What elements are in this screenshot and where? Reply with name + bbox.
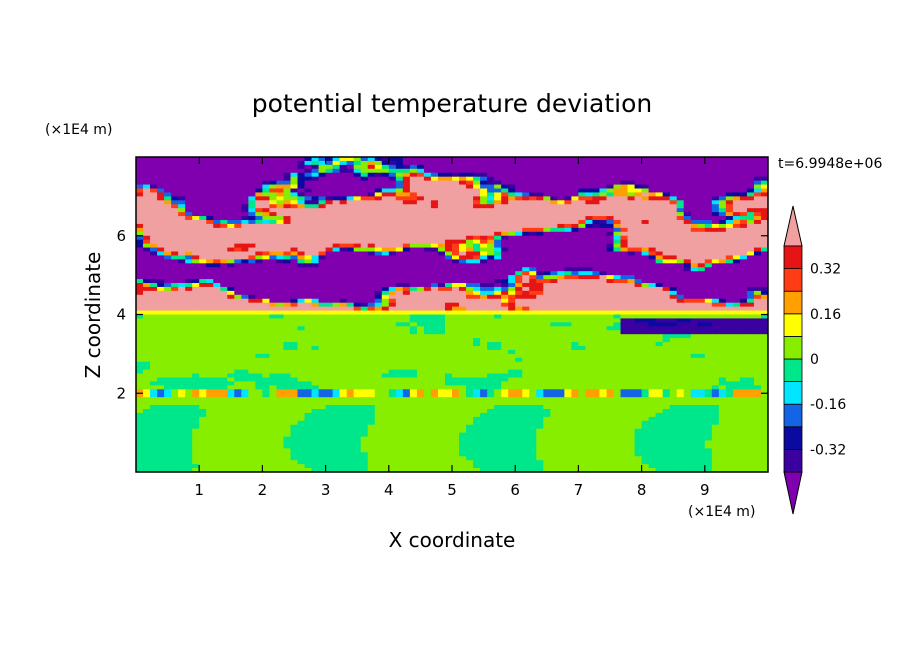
y-axis-label: Z coordinate: [81, 252, 105, 379]
colorbar-segment: [783, 313, 803, 337]
colorbar-tick-label: -0.16: [810, 397, 846, 413]
colorbar-segment: [783, 290, 803, 315]
y-axis-unit: (×1E4 m): [45, 122, 112, 138]
chart-title: potential temperature deviation: [252, 89, 652, 118]
x-tick-label: 5: [447, 481, 457, 499]
colorbar-tick-label: 0.16: [810, 307, 841, 323]
x-tick-label: 1: [194, 481, 204, 499]
x-axis-label: X coordinate: [389, 528, 516, 552]
colorbar-tick-label: 0: [810, 352, 819, 368]
colorbar-tick-label: 0.32: [810, 262, 841, 278]
x-tick-label: 4: [384, 481, 394, 499]
colorbar-segment: [783, 448, 803, 473]
contour-field: [136, 157, 768, 472]
colorbar-segment: [783, 268, 803, 292]
y-tick-label: 2: [116, 384, 126, 402]
x-tick-label: 7: [574, 481, 584, 499]
x-tick-label: 8: [637, 481, 647, 499]
y-tick-label: 6: [116, 227, 126, 245]
colorbar-segment: [783, 381, 803, 405]
colorbar-segment: [783, 426, 803, 450]
x-tick-label: 6: [510, 481, 520, 499]
colorbar-segment: [783, 245, 803, 270]
x-tick-label: 2: [258, 481, 268, 499]
x-axis-unit: (×1E4 m): [688, 504, 755, 520]
x-tick-label: 3: [321, 481, 331, 499]
time-label: t=6.9948e+06: [778, 156, 882, 172]
colorbar-tick-label: -0.32: [810, 442, 846, 458]
y-tick-label: 4: [116, 306, 126, 324]
x-axis-ticks: 1 2 3 4 5 6 7 8 9: [194, 157, 710, 499]
colorbar-extend-min: [783, 471, 803, 515]
colorbar-segment: [783, 403, 803, 428]
colorbar-segment: [783, 358, 803, 383]
colorbar-segment: [783, 335, 803, 360]
y-axis-ticks: 2 4 6: [116, 227, 768, 402]
x-tick-label: 9: [700, 481, 710, 499]
colorbar-extend-max: [783, 205, 803, 247]
colorbar: 0.32 0.16 0 -0.16 -0.32: [783, 205, 846, 515]
